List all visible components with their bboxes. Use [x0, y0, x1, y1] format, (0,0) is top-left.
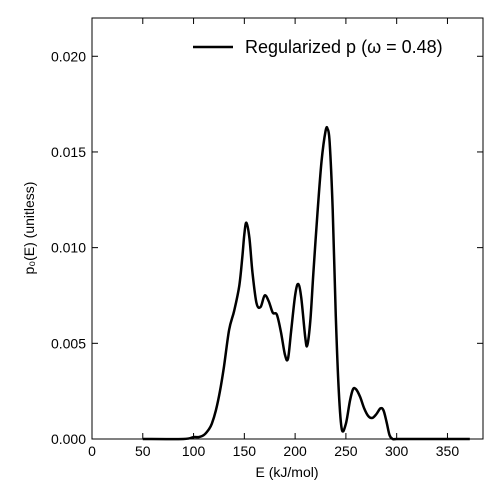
x-tick-label: 250	[334, 443, 358, 459]
y-axis-label: p₀(E) (unitless)	[21, 182, 37, 275]
x-tick-label: 50	[135, 443, 151, 459]
x-tick-label: 350	[436, 443, 460, 459]
y-tick-label: 0.015	[51, 144, 86, 160]
plot-frame	[91, 17, 484, 440]
x-tick-label: 150	[233, 443, 257, 459]
x-tick-label: 300	[385, 443, 409, 459]
tick-labels: 0 50 100 150 200 250 300 350 0.000 0.005 0.010 0.01…	[51, 48, 459, 459]
x-tick-label: 0	[88, 443, 96, 459]
x-tick-label: 200	[283, 443, 307, 459]
y-tick-label: 0.020	[51, 48, 86, 64]
legend-label: Regularized p (ω = 0.48)	[245, 37, 443, 57]
ticks	[91, 18, 483, 440]
x-axis-label: E (kJ/mol)	[256, 464, 319, 480]
legend: Regularized p (ω = 0.48)	[193, 37, 443, 57]
series-layer	[142, 125, 470, 441]
y-tick-label: 0.000	[51, 431, 86, 447]
y-tick-label: 0.010	[51, 240, 86, 256]
x-tick-label: 100	[182, 443, 206, 459]
series-line	[142, 125, 470, 441]
y-tick-label: 0.005	[51, 335, 86, 351]
